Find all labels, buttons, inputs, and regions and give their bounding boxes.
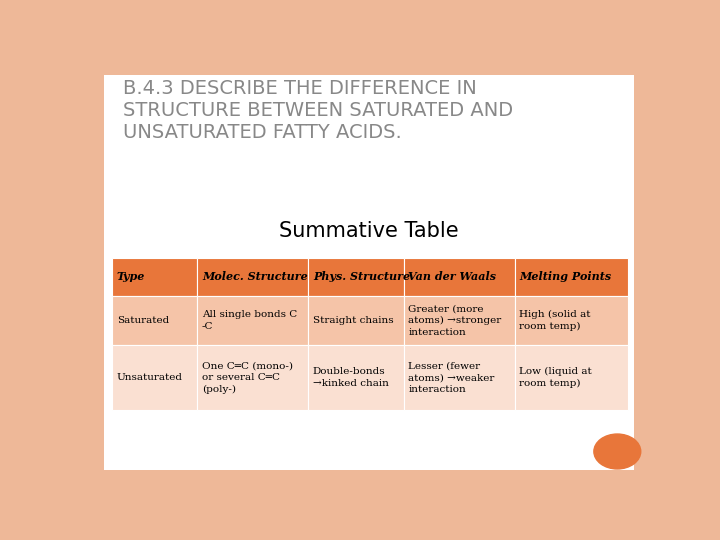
Bar [112, 258, 197, 295]
Bar [112, 346, 197, 410]
Bar [515, 258, 629, 295]
Circle shape [594, 434, 641, 469]
FancyBboxPatch shape [104, 75, 634, 470]
Text: Double-bonds
→kinked chain: Double-bonds →kinked chain [313, 367, 389, 388]
Text: Unsaturated: Unsaturated [117, 373, 183, 382]
Text: B.4.3 DESCRIBE THE DIFFERENCE IN
STRUCTURE BETWEEN SATURATED AND
UNSATURATED FAT: B.4.3 DESCRIBE THE DIFFERENCE IN STRUCTU… [124, 79, 513, 143]
Text: Type: Type [117, 272, 145, 282]
Text: Summative Table: Summative Table [279, 221, 459, 241]
Bar [515, 346, 629, 410]
Text: Straight chains: Straight chains [313, 316, 394, 325]
Bar [515, 295, 629, 346]
Text: Melting Points: Melting Points [519, 272, 611, 282]
Bar [404, 295, 515, 346]
Text: Phys. Structure: Phys. Structure [313, 272, 410, 282]
Bar [197, 346, 308, 410]
Text: Low (liquid at
room temp): Low (liquid at room temp) [519, 367, 592, 388]
Text: Saturated: Saturated [117, 316, 169, 325]
Text: Van der Waals: Van der Waals [408, 272, 496, 282]
Text: Molec. Structure: Molec. Structure [202, 272, 307, 282]
Bar [197, 295, 308, 346]
Text: All single bonds C
-C: All single bonds C -C [202, 310, 297, 330]
Bar [404, 258, 515, 295]
Text: Greater (more
atoms) →stronger
interaction: Greater (more atoms) →stronger interacti… [408, 305, 502, 336]
Bar [404, 346, 515, 410]
Text: Lesser (fewer
atoms) →weaker
interaction: Lesser (fewer atoms) →weaker interaction [408, 362, 495, 394]
Bar [112, 295, 197, 346]
Text: High (solid at
room temp): High (solid at room temp) [519, 310, 591, 331]
Text: One C═C (mono-)
or several C═C
(poly-): One C═C (mono-) or several C═C (poly-) [202, 362, 293, 394]
Bar [308, 258, 404, 295]
Bar [197, 258, 308, 295]
Bar [308, 346, 404, 410]
Bar [308, 295, 404, 346]
